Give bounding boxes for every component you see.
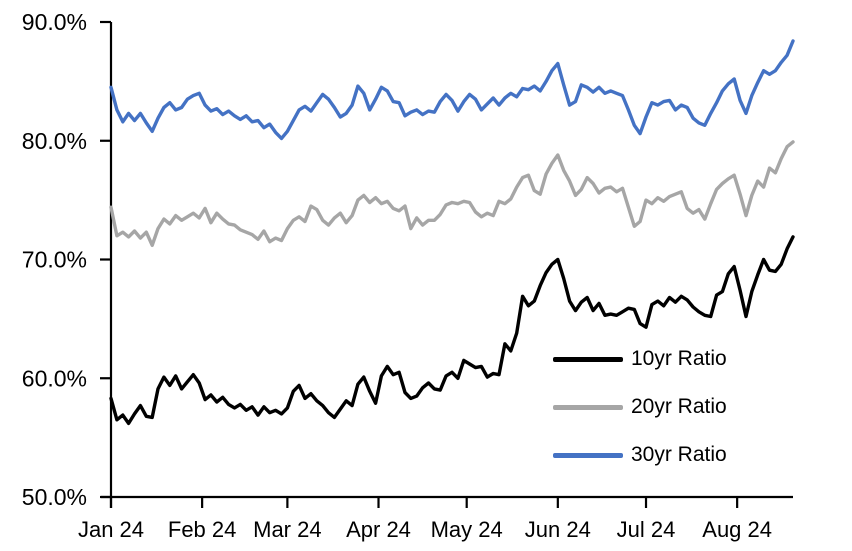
x-tick-label: Apr 24 <box>346 517 411 542</box>
y-tick-label: 50.0% <box>22 484 87 510</box>
legend-label-10yr: 10yr Ratio <box>631 347 727 370</box>
legend-swatch-30yr <box>553 452 623 458</box>
x-tick-label: Feb 24 <box>168 517 237 542</box>
x-tick-label: Mar 24 <box>253 517 321 542</box>
legend-item-30yr-ratio: 30yr Ratio <box>553 431 727 479</box>
legend-label-20yr: 20yr Ratio <box>631 395 727 418</box>
legend-item-20yr-ratio: 20yr Ratio <box>553 383 727 431</box>
x-tick-label: Jul 24 <box>617 517 676 542</box>
x-tick-label: Aug 24 <box>702 517 772 542</box>
y-tick-label: 80.0% <box>22 128 87 154</box>
series-line-30yr-ratio <box>109 39 795 141</box>
x-tick-label: Jan 24 <box>78 517 144 542</box>
y-tick-label: 70.0% <box>22 247 87 273</box>
series-line-10yr-ratio <box>109 235 795 426</box>
y-tick-label: 60.0% <box>22 365 87 391</box>
legend-label-30yr: 30yr Ratio <box>631 443 727 466</box>
legend-swatch-20yr <box>553 404 623 410</box>
legend-swatch-10yr <box>553 356 623 362</box>
legend-item-10yr-ratio: 10yr Ratio <box>553 335 727 383</box>
legend: 10yr Ratio 20yr Ratio 30yr Ratio <box>553 335 727 479</box>
series-line-20yr-ratio <box>109 140 795 248</box>
x-tick-label: May 24 <box>431 517 503 542</box>
x-tick-label: Jun 24 <box>525 517 591 542</box>
y-tick-label: 90.0% <box>22 9 87 35</box>
